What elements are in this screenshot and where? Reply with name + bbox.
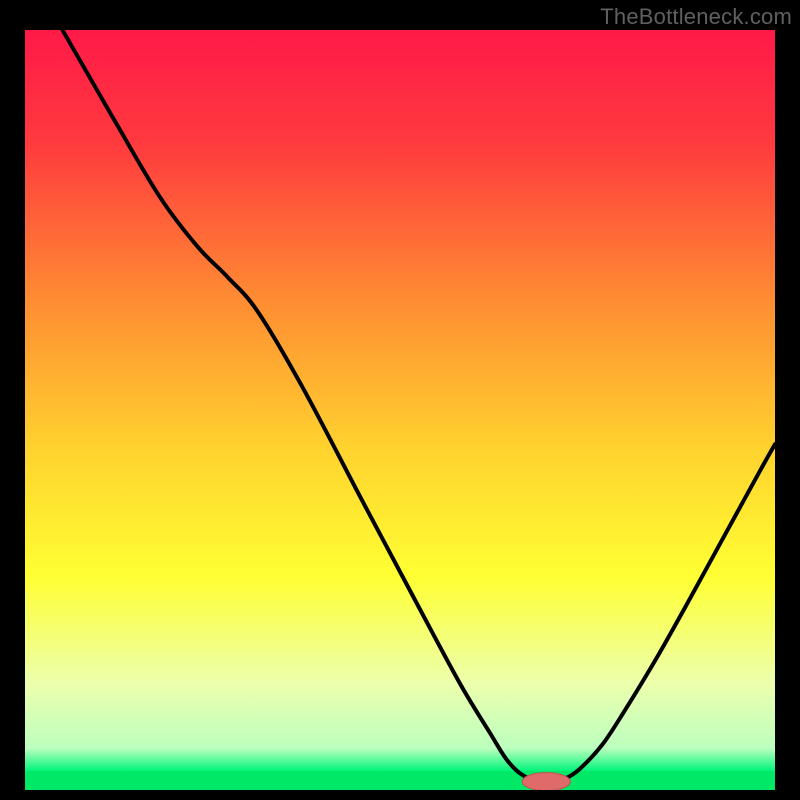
attribution-label: TheBottleneck.com — [600, 4, 792, 30]
gradient-background — [25, 30, 775, 790]
green-band — [25, 771, 775, 790]
bottleneck-chart — [25, 30, 775, 790]
chart-frame: TheBottleneck.com — [0, 0, 800, 800]
optimum-marker — [522, 773, 570, 790]
